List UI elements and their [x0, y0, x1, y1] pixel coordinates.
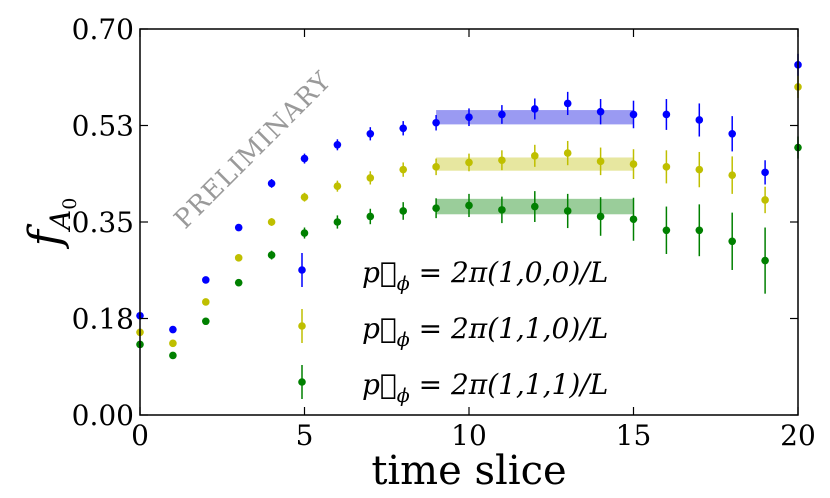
x-tick-label: 10 [451, 419, 487, 452]
data-point-series-1 [399, 124, 408, 133]
data-point-series-3 [300, 229, 309, 237]
data-point-series-1 [531, 105, 539, 113]
legend-label-2: p⃗ϕ = 2π(1,1,0)/L [362, 312, 608, 351]
x-tick-labels: 0 5 10 15 20 [131, 419, 816, 452]
x-tick-label: 0 [131, 419, 149, 452]
data-point-series-3 [465, 201, 473, 210]
y-tick-label: 0.53 [72, 110, 134, 143]
data-point-series-3 [399, 207, 408, 215]
legend-subscript: ϕ [397, 329, 410, 351]
data-point-series-3 [366, 212, 375, 221]
data-point-series-1 [596, 107, 605, 116]
legend-label-3: p⃗ϕ = 2π(1,1,1)/L [362, 368, 608, 407]
data-point-series-1 [202, 276, 210, 284]
legend-formula: = 2π(1,1,0)/L [410, 312, 609, 345]
legend: p⃗ϕ = 2π(1,0,0)/Lp⃗ϕ = 2π(1,1,0)/Lp⃗ϕ = … [298, 253, 608, 407]
data-point-series-1 [234, 223, 243, 232]
data-point-series-3 [169, 351, 177, 360]
data-point-series-1 [465, 113, 473, 122]
y-tick-label: 0.70 [72, 13, 134, 46]
y-axis-label-subsub: 0 [59, 198, 81, 210]
data-point-series-1 [629, 110, 638, 119]
y-axis-label: fA0 [20, 198, 81, 250]
data-point-series-2 [465, 158, 473, 167]
data-point-series-2 [169, 339, 177, 348]
data-point-series-3 [267, 251, 276, 259]
legend-label-1: p⃗ϕ = 2π(1,0,0)/L [362, 256, 608, 295]
data-point-series-3 [728, 237, 736, 246]
data-point-series-3 [498, 206, 506, 214]
x-tick-label: 15 [616, 419, 652, 452]
data-point-series-1 [695, 116, 704, 124]
legend-symbol: p⃗ [362, 368, 397, 401]
data-point-series-3 [761, 256, 769, 265]
data-point-series-1 [333, 141, 342, 149]
legend-symbol: p⃗ [362, 256, 397, 289]
data-point-series-2 [267, 218, 276, 226]
data-point-series-1 [662, 110, 671, 119]
data-point-series-1 [169, 325, 177, 334]
axis-ticks [139, 28, 799, 416]
data-point-series-2 [563, 149, 572, 157]
data-points [136, 61, 802, 360]
data-point-series-2 [432, 163, 440, 171]
data-point-series-1 [728, 129, 736, 138]
legend-marker-1 [298, 266, 306, 274]
data-point-series-3 [629, 215, 638, 224]
y-tick-label: 0.00 [72, 399, 134, 432]
data-point-series-2 [728, 171, 736, 179]
legend-subscript: ϕ [397, 385, 410, 407]
data-point-series-2 [531, 152, 539, 160]
data-point-series-2 [662, 163, 671, 171]
data-point-series-3 [596, 212, 605, 221]
data-point-series-2 [695, 165, 704, 174]
data-point-series-1 [267, 179, 276, 188]
data-point-series-3 [432, 204, 440, 213]
data-point-series-3 [695, 226, 704, 235]
data-point-series-2 [761, 196, 769, 204]
legend-marker-2 [298, 322, 306, 330]
data-point-series-1 [366, 129, 375, 138]
data-point-series-1 [300, 154, 309, 163]
legend-marker-3 [298, 378, 306, 386]
data-point-series-2 [234, 254, 243, 262]
data-point-series-2 [300, 193, 309, 201]
data-point-series-3 [234, 278, 243, 287]
data-point-series-2 [202, 298, 210, 306]
x-tick-label: 20 [780, 419, 816, 452]
y-tick-label: 0.35 [72, 206, 134, 239]
y-tick-labels: 0.00 0.18 0.35 0.53 0.70 [72, 13, 134, 432]
data-point-series-2 [333, 182, 342, 190]
x-axis-label: time slice [371, 448, 566, 494]
data-point-series-3 [563, 207, 572, 215]
y-tick-label: 0.18 [72, 303, 134, 336]
legend-subscript: ϕ [397, 273, 410, 295]
data-point-series-2 [498, 156, 506, 165]
legend-formula: = 2π(1,1,1)/L [410, 368, 609, 401]
data-point-series-1 [498, 110, 506, 119]
plot-background [140, 29, 798, 415]
y-axis-label-sub: A [44, 210, 77, 233]
data-point-series-3 [662, 226, 671, 235]
data-point-series-3 [531, 202, 539, 211]
legend-formula: = 2π(1,0,0)/L [410, 256, 609, 289]
data-point-series-2 [629, 160, 638, 168]
x-tick-label: 5 [296, 419, 314, 452]
data-point-series-1 [563, 99, 572, 108]
data-point-series-1 [761, 168, 769, 177]
data-point-series-2 [366, 174, 375, 182]
data-point-series-3 [333, 218, 342, 226]
data-point-series-2 [399, 165, 408, 174]
data-point-series-3 [202, 317, 210, 326]
data-point-series-1 [432, 118, 440, 127]
data-point-series-2 [596, 157, 605, 166]
legend-symbol: p⃗ [362, 312, 397, 345]
